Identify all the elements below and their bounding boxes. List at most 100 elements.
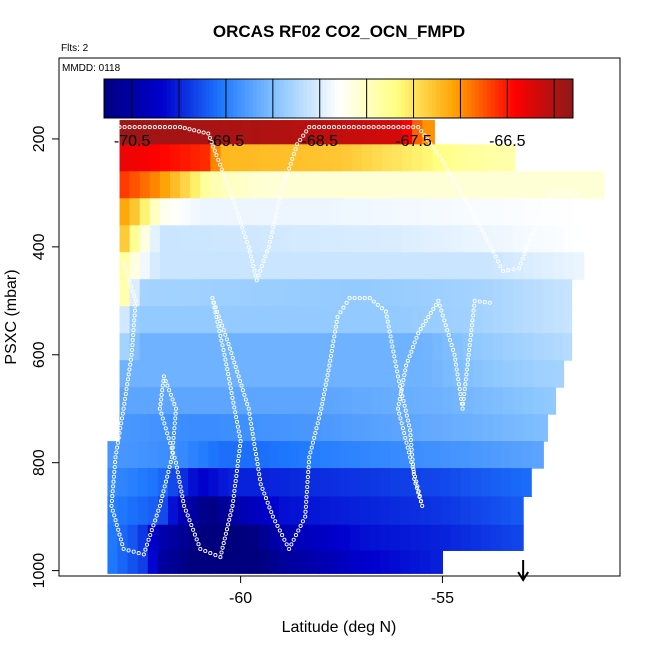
heatmap-cell	[480, 441, 492, 469]
heatmap-cell	[180, 120, 191, 145]
flight-point	[118, 426, 123, 431]
heatmap-cell	[450, 468, 462, 498]
heatmap-cell	[250, 333, 262, 361]
flight-point	[318, 411, 323, 416]
heatmap-cell	[389, 441, 401, 469]
heatmap-cell	[543, 333, 555, 361]
colorbar-segment	[264, 79, 269, 118]
flight-point	[245, 402, 250, 407]
flight-point	[167, 388, 172, 393]
flight-point	[116, 435, 121, 440]
heatmap-cell	[180, 360, 191, 388]
flight-point	[160, 383, 165, 388]
heatmap-cell	[169, 252, 181, 280]
flight-point	[409, 349, 414, 354]
heatmap-cell	[432, 198, 444, 226]
heatmap-cell	[270, 333, 282, 361]
heatmap-cell	[452, 144, 464, 172]
heatmap-cell	[147, 550, 159, 574]
heatmap-cell	[513, 252, 524, 280]
colorbar-segment	[475, 79, 480, 118]
colorbar-segment	[268, 79, 273, 118]
flight-point	[520, 256, 525, 261]
heatmap-cell	[208, 496, 220, 526]
flight-point	[267, 239, 273, 244]
heatmap-cell	[270, 279, 282, 307]
end-marker	[517, 560, 529, 582]
heatmap-cell	[190, 144, 201, 172]
flight-point	[221, 172, 226, 177]
heatmap-cell	[238, 468, 250, 498]
flight-point	[394, 364, 399, 369]
heatmap-cell	[107, 496, 119, 526]
heatmap-cell	[331, 360, 343, 388]
flight-point	[229, 351, 234, 356]
heatmap-cell	[228, 524, 240, 551]
colorbar-segment	[232, 79, 238, 118]
heatmap-cell	[492, 225, 504, 253]
heatmap-cell	[157, 550, 169, 574]
heatmap-cell	[341, 198, 353, 226]
flight-point	[459, 396, 464, 401]
heatmap-cell	[521, 496, 524, 526]
flight-point	[222, 352, 227, 357]
flight-point	[418, 498, 424, 504]
flight-point	[540, 209, 545, 214]
heatmap-cell	[541, 441, 544, 469]
colorbar-segment	[365, 79, 371, 118]
heatmap-cell	[500, 524, 512, 551]
flight-point	[440, 313, 445, 318]
flight-point	[110, 494, 115, 499]
heatmap-cell	[159, 414, 171, 442]
flight-point	[232, 488, 237, 493]
flight-point	[250, 431, 255, 436]
flight-point	[467, 347, 472, 352]
heatmap-cell	[460, 441, 472, 469]
flight-point	[236, 215, 242, 220]
colorbar-segment	[107, 79, 113, 118]
heatmap-cell	[430, 441, 441, 469]
flight-point	[254, 457, 259, 462]
flight-point	[223, 332, 228, 337]
heatmap-cell	[371, 198, 383, 226]
heatmap-cell	[230, 144, 242, 172]
flight-point	[212, 148, 217, 153]
heatmap-cell	[381, 360, 393, 388]
colorbar-segment	[354, 79, 359, 118]
heatmap-cell	[167, 496, 179, 526]
flight-point	[408, 437, 413, 443]
x-axis-label: Latitude (deg N)	[282, 619, 397, 636]
heatmap-cell	[280, 120, 292, 145]
heatmap-cell	[159, 252, 171, 280]
heatmap-cell	[311, 387, 322, 415]
heatmap-cell	[291, 333, 302, 361]
flight-point	[304, 494, 309, 499]
colorbar-tick-label: -68.5	[302, 133, 339, 150]
flight-point	[549, 190, 554, 195]
colorbar-segment	[326, 79, 332, 118]
heatmap-cell	[331, 333, 343, 361]
flight-point	[347, 296, 352, 301]
heatmap-cell	[331, 414, 343, 442]
colorbar-segment	[373, 79, 379, 118]
heatmap-cell	[147, 496, 159, 526]
flight-point	[122, 125, 127, 130]
flight-point	[325, 373, 330, 378]
flight-point	[468, 333, 473, 338]
heatmap-cell	[361, 171, 373, 199]
heatmap-cell	[553, 198, 565, 226]
heatmap-cell	[391, 120, 403, 145]
flight-point	[257, 472, 262, 477]
flight-point	[119, 421, 124, 426]
flight-point	[326, 125, 332, 130]
heatmap-cell	[278, 468, 290, 498]
heatmap-cell	[412, 144, 423, 172]
flight-point	[210, 296, 215, 301]
flight-point	[283, 176, 288, 181]
heatmap-cell	[442, 306, 454, 334]
flight-point	[223, 357, 228, 362]
heatmap-cell	[210, 387, 222, 415]
heatmap-cell	[563, 252, 575, 280]
heatmap-cell	[450, 496, 462, 526]
heatmap-cell	[412, 120, 423, 145]
